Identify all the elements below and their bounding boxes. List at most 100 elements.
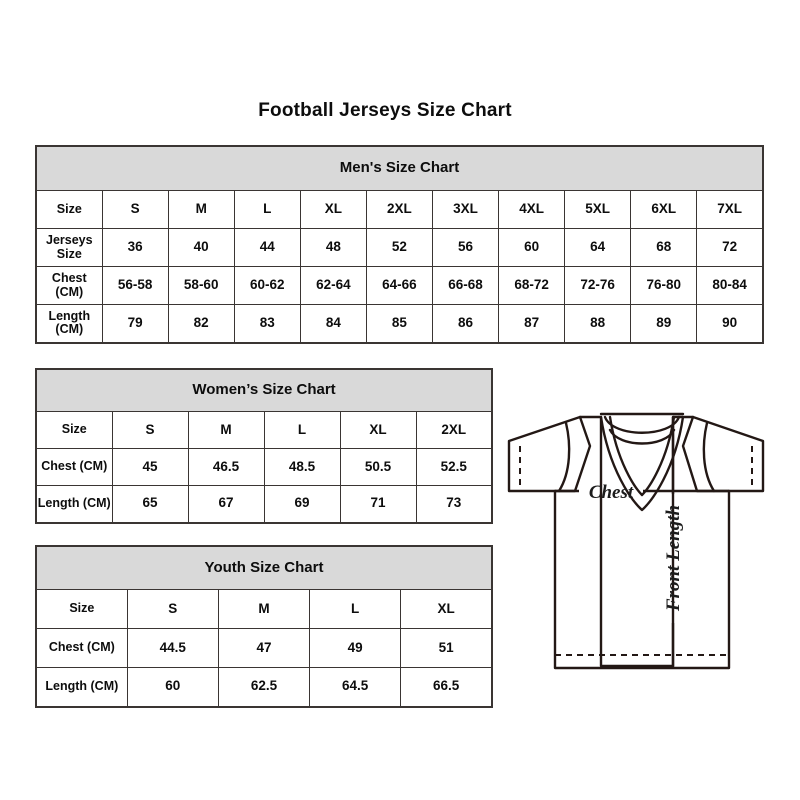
womens-length-s: 65: [111, 485, 189, 523]
womens-caption-row: Women’s Size Chart: [35, 368, 493, 412]
chest-label: Chest: [589, 482, 634, 503]
womens-length-2xl: 73: [415, 485, 493, 523]
womens-header-size: Size: [35, 411, 113, 449]
womens-length-l: 69: [263, 485, 341, 523]
youth-header-xl: XL: [400, 589, 493, 629]
table-row: Length (CM) 60 62.5 64.5 66.5: [35, 667, 493, 707]
jersey-illustration-svg: Chest Front Length: [507, 412, 765, 670]
youth-chest-xl: 51: [400, 628, 493, 668]
mens-row-label-chest: Chest (CM): [35, 266, 103, 305]
mens-jerseys-size-6xl: 68: [630, 228, 698, 267]
mens-length-6xl: 89: [630, 304, 698, 343]
youth-table-body: Youth Size Chart Size S M L XL Chest (CM…: [35, 545, 493, 707]
mens-header-4xl: 4XL: [498, 190, 566, 229]
table-row: Chest (CM) 44.5 47 49 51: [35, 628, 493, 668]
mens-length-l: 83: [233, 304, 301, 343]
vneck-inner: [608, 415, 676, 497]
mens-jerseys-size-2xl: 52: [365, 228, 433, 267]
table-row: Jerseys Size 36 40 44 48 52 56 60 64 68 …: [35, 228, 764, 267]
womens-chest-l: 48.5: [263, 448, 341, 486]
mens-jerseys-size-s: 36: [101, 228, 169, 267]
mens-header-m: M: [167, 190, 235, 229]
youth-header-s: S: [126, 589, 219, 629]
mens-header-l: L: [233, 190, 301, 229]
torso-box: [553, 489, 731, 670]
youth-chest-m: 47: [217, 628, 311, 668]
womens-row-label-length: Length (CM): [35, 485, 113, 523]
womens-chest-s: 45: [111, 448, 189, 486]
womens-header-s: S: [111, 411, 189, 449]
mens-chest-s: 56-58: [101, 266, 169, 305]
mens-header-6xl: 6XL: [630, 190, 698, 229]
mens-jerseys-size-5xl: 64: [564, 228, 632, 267]
mens-length-m: 82: [167, 304, 235, 343]
womens-size-chart-table: Women’s Size Chart Size S M L XL 2XL Che…: [35, 368, 493, 524]
front-length-label: Front Length: [663, 505, 684, 612]
womens-table-caption: Women’s Size Chart: [35, 368, 493, 412]
table-row: Length (CM) 79 82 83 84 85 86 87 88 89 9…: [35, 304, 764, 343]
mens-row-label-length: Length (CM): [35, 304, 103, 343]
table-row: Length (CM) 65 67 69 71 73: [35, 485, 493, 523]
collar-arc-inner: [608, 428, 676, 445]
mens-header-row: Size S M L XL 2XL 3XL 4XL 5XL 6XL 7XL: [35, 190, 764, 229]
mens-jerseys-size-xl: 48: [299, 228, 367, 267]
mens-table-caption: Men's Size Chart: [35, 145, 764, 191]
page-title: Football Jerseys Size Chart: [258, 100, 512, 121]
mens-table-body: Men's Size Chart Size S M L XL 2XL 3XL 4…: [35, 145, 764, 343]
youth-length-l: 64.5: [309, 667, 402, 707]
table-row: Chest (CM) 45 46.5 48.5 50.5 52.5: [35, 448, 493, 486]
mens-row-label-jerseys-size: Jerseys Size: [35, 228, 103, 267]
womens-chest-2xl: 52.5: [415, 448, 493, 486]
mens-chest-6xl: 76-80: [630, 266, 698, 305]
womens-row-label-chest: Chest (CM): [35, 448, 113, 486]
mens-jerseys-size-m: 40: [167, 228, 235, 267]
mens-jerseys-size-l: 44: [233, 228, 301, 267]
youth-header-size: Size: [35, 589, 128, 629]
mens-length-7xl: 90: [696, 304, 764, 343]
youth-length-s: 60: [126, 667, 219, 707]
mens-length-s: 79: [101, 304, 169, 343]
mens-header-5xl: 5XL: [564, 190, 632, 229]
right-sleeve-shape: [681, 415, 765, 493]
mens-length-4xl: 87: [498, 304, 566, 343]
mens-chest-4xl: 68-72: [498, 266, 566, 305]
womens-header-xl: XL: [339, 411, 417, 449]
jersey-measurement-diagram: Chest Front Length: [497, 398, 787, 683]
collar-arc-outer: [603, 415, 681, 434]
mens-header-size: Size: [35, 190, 103, 229]
youth-table-caption: Youth Size Chart: [35, 545, 493, 590]
youth-chest-l: 49: [309, 628, 402, 668]
mens-header-xl: XL: [299, 190, 367, 229]
youth-row-label-length: Length (CM): [35, 667, 128, 707]
left-sleeve-seam: [557, 421, 571, 493]
womens-chest-xl: 50.5: [339, 448, 417, 486]
womens-length-xl: 71: [339, 485, 417, 523]
mens-length-5xl: 88: [564, 304, 632, 343]
youth-row-label-chest: Chest (CM): [35, 628, 128, 668]
mens-header-7xl: 7XL: [696, 190, 764, 229]
right-sleeve-seam: [702, 421, 716, 493]
womens-chest-m: 46.5: [187, 448, 265, 486]
dashed-detail-group: [519, 446, 753, 656]
mens-length-2xl: 85: [365, 304, 433, 343]
jersey-outline-group: [507, 412, 765, 670]
mens-chest-3xl: 66-68: [431, 266, 500, 305]
womens-length-m: 67: [187, 485, 265, 523]
womens-header-l: L: [263, 411, 341, 449]
table-row: Chest (CM) 56-58 58-60 60-62 62-64 64-66…: [35, 266, 764, 305]
mens-length-xl: 84: [299, 304, 367, 343]
mens-header-3xl: 3XL: [431, 190, 500, 229]
mens-chest-2xl: 64-66: [365, 266, 433, 305]
mens-header-2xl: 2XL: [365, 190, 433, 229]
mens-chest-l: 60-62: [233, 266, 301, 305]
mens-length-3xl: 86: [431, 304, 500, 343]
womens-header-m: M: [187, 411, 265, 449]
mens-chest-m: 58-60: [167, 266, 235, 305]
youth-header-m: M: [217, 589, 311, 629]
youth-size-chart-table: Youth Size Chart Size S M L XL Chest (CM…: [35, 545, 493, 708]
womens-table-body: Women’s Size Chart Size S M L XL 2XL Che…: [35, 368, 493, 523]
womens-header-row: Size S M L XL 2XL: [35, 411, 493, 449]
womens-header-2xl: 2XL: [415, 411, 493, 449]
mens-caption-row: Men's Size Chart: [35, 145, 764, 191]
youth-header-l: L: [309, 589, 402, 629]
